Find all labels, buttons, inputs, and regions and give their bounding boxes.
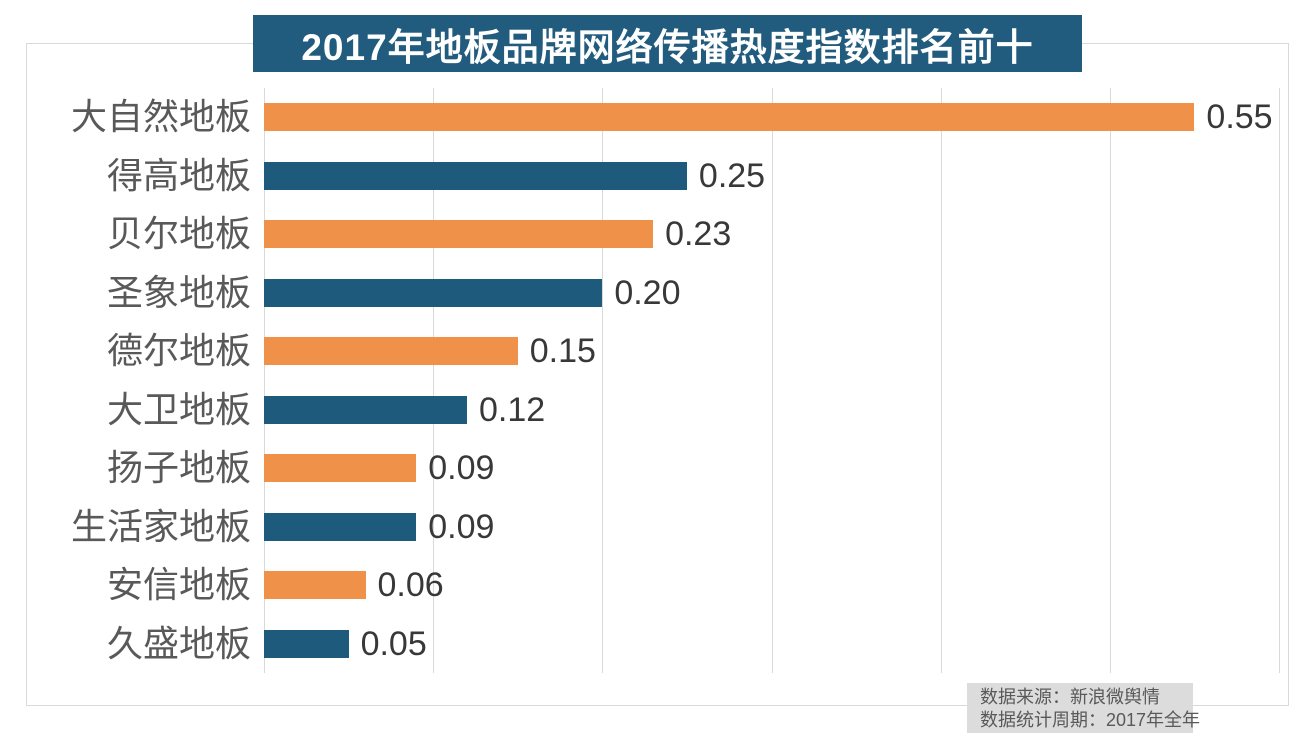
bar-row: 得高地板 0.25 [26, 147, 1306, 206]
gridlines-layer [264, 88, 1280, 673]
category-label: 久盛地板 [106, 622, 251, 664]
value-label: 0.09 [428, 449, 495, 488]
grid-line [602, 88, 604, 673]
bar [264, 571, 366, 600]
category-label: 扬子地板 [106, 447, 251, 489]
source-note-line2: 数据统计周期：2017年全年 [980, 710, 1201, 730]
bar-rows-container: 大自然地板 0.55 得高地板 0.25 贝尔地板 0.23 圣象地板 0.20 德尔地板 0.1… [26, 88, 1306, 673]
source-note-line1: 数据来源：新浪微舆情 [980, 687, 1160, 707]
bar [264, 512, 417, 541]
category-label: 圣象地板 [106, 271, 251, 313]
bar-row: 生活家地板 0.09 [26, 498, 1306, 557]
bar [264, 454, 417, 483]
category-label: 生活家地板 [70, 505, 251, 547]
bar [264, 161, 687, 190]
category-label: 大自然地板 [70, 96, 251, 138]
bar [264, 220, 654, 249]
grid-line [264, 88, 265, 673]
bar [264, 337, 518, 366]
value-label: 0.23 [665, 215, 732, 254]
grid-line [1109, 88, 1111, 673]
bar [264, 629, 349, 658]
bar [264, 103, 1195, 132]
bar-row: 大自然地板 0.55 [26, 88, 1306, 147]
value-label: 0.55 [1206, 98, 1273, 137]
bar-row: 圣象地板 0.20 [26, 264, 1306, 323]
value-label: 0.12 [479, 390, 546, 429]
value-label: 0.20 [614, 273, 681, 312]
grid-line [940, 88, 942, 673]
bar [264, 278, 603, 307]
bar-row: 贝尔地板 0.23 [26, 205, 1306, 264]
category-label: 安信地板 [106, 564, 251, 606]
value-label: 0.25 [698, 156, 766, 195]
category-label: 大卫地板 [106, 388, 251, 430]
bar-row: 久盛地板 0.05 [26, 615, 1306, 674]
category-label: 德尔地板 [106, 330, 251, 372]
value-label: 0.09 [428, 507, 495, 546]
value-label: 0.15 [529, 332, 596, 371]
bar-row: 德尔地板 0.15 [26, 322, 1306, 381]
category-label: 贝尔地板 [106, 213, 251, 255]
bar [264, 395, 467, 424]
source-note-box: 数据来源：新浪微舆情 数据统计周期：2017年全年 [967, 683, 1201, 733]
bar-row: 安信地板 0.06 [26, 556, 1306, 615]
grid-line [433, 88, 435, 673]
chart-title-banner: 2017年地板品牌网络传播热度指数排名前十 [253, 15, 1082, 72]
value-label: 0.06 [377, 566, 444, 605]
bar-row: 扬子地板 0.09 [26, 439, 1306, 498]
value-label: 0.05 [360, 624, 427, 663]
grid-line [771, 88, 773, 673]
category-label: 得高地板 [106, 154, 251, 196]
grid-line [1279, 88, 1280, 673]
bar-row: 大卫地板 0.12 [26, 381, 1306, 440]
chart-title: 2017年地板品牌网络传播热度指数排名前十 [301, 26, 1034, 68]
